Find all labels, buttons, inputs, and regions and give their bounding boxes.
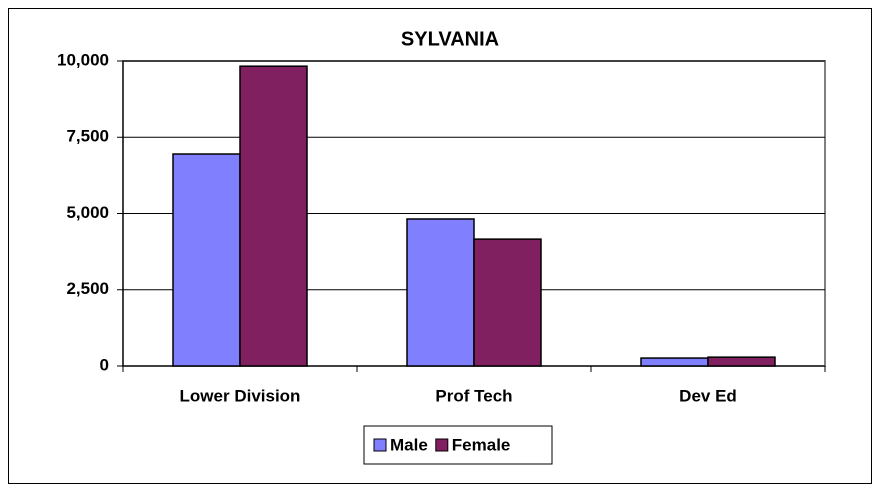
legend-label: Female <box>452 435 511 454</box>
y-tick-label: 7,500 <box>66 127 109 146</box>
y-tick-label: 2,500 <box>66 279 109 298</box>
chart-title: SYLVANIA <box>401 28 499 50</box>
bar <box>406 218 475 367</box>
bar <box>707 356 776 367</box>
legend-label: Male <box>390 435 428 454</box>
x-tick-label: Prof Tech <box>435 386 512 405</box>
legend-swatch <box>435 438 449 452</box>
bar <box>640 357 709 367</box>
y-tick-label: 10,000 <box>57 50 109 69</box>
legend-box <box>363 425 553 465</box>
bar <box>239 65 308 367</box>
bar <box>172 153 241 367</box>
x-tick-label: Dev Ed <box>679 386 737 405</box>
legend-swatch <box>373 438 387 452</box>
x-tick-label: Lower Division <box>180 386 301 405</box>
y-tick-label: 0 <box>100 355 109 374</box>
y-tick-label: 5,000 <box>66 203 109 222</box>
bar <box>473 238 542 367</box>
